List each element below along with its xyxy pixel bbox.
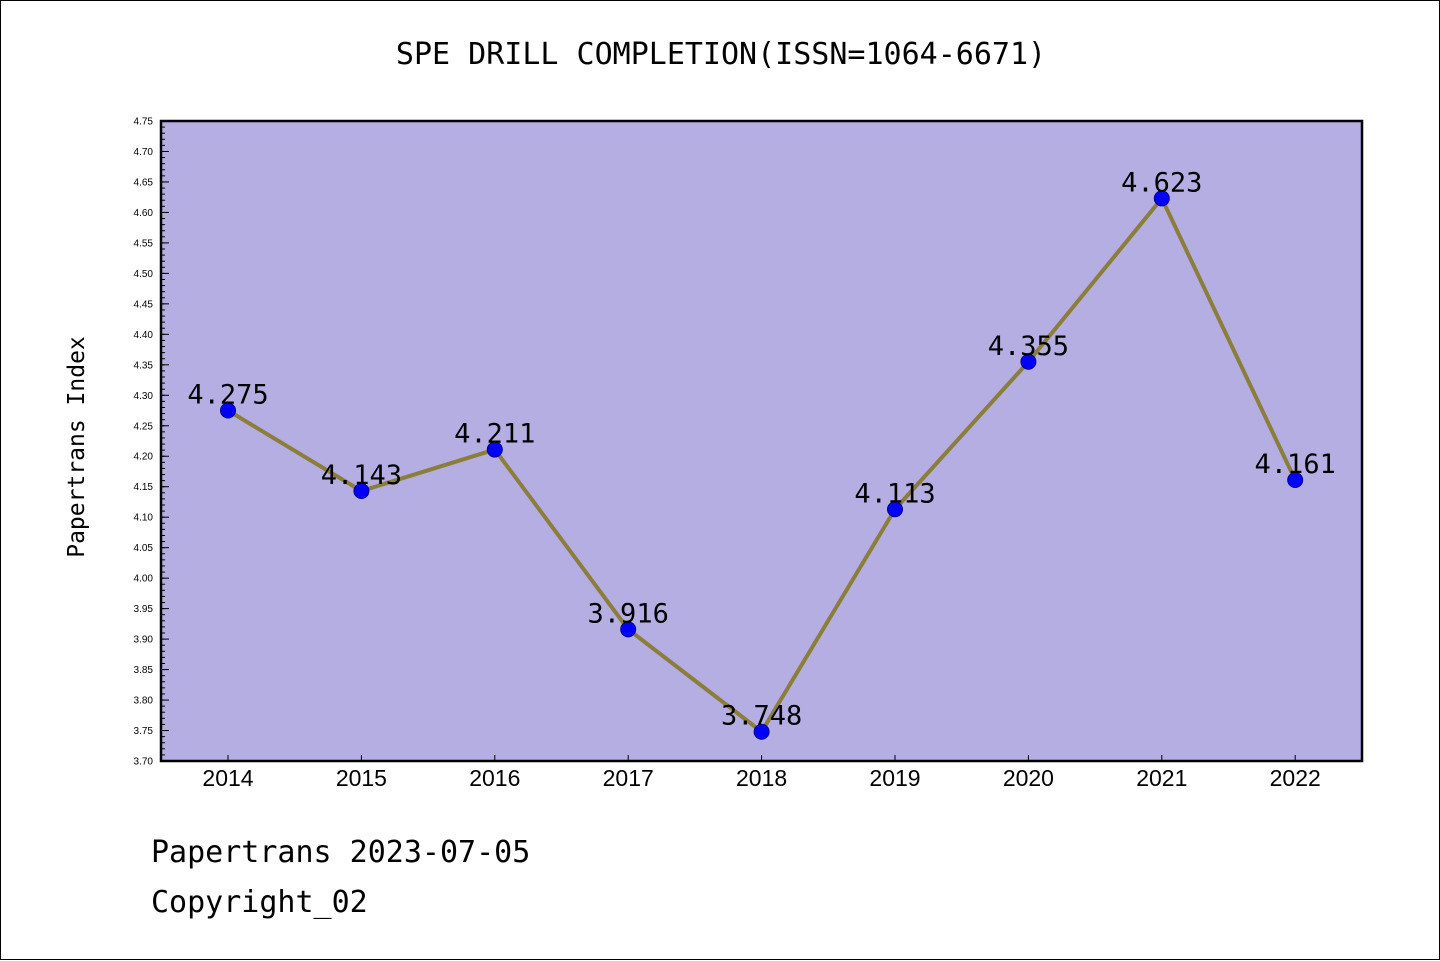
y-tick-label: 4.50 [134, 269, 154, 280]
y-tick-label: 4.65 [134, 177, 154, 188]
data-point [486, 441, 503, 458]
plot-frame [159, 119, 1364, 763]
data-point [753, 723, 770, 740]
y-tick-label: 4.35 [134, 360, 154, 371]
data-label: 4.623 [1121, 167, 1202, 198]
data-point [220, 402, 236, 419]
data-label: 4.275 [187, 380, 268, 411]
plot-area [161, 121, 1362, 761]
y-tick-label: 3.70 [134, 757, 154, 768]
x-axis: 2014 2015 2016 2017 2018 2019 2020 2021 2022 [202, 755, 1321, 791]
data-point [1020, 353, 1037, 370]
y-tick-label: 4.45 [134, 299, 154, 310]
y-tick-label: 3.95 [134, 604, 154, 615]
x-tick-label: 2014 [202, 765, 253, 791]
y-tick-label: 4.20 [134, 452, 154, 463]
data-label: 4.355 [988, 331, 1069, 362]
data-label: 3.748 [721, 701, 802, 732]
y-tick-label: 3.80 [134, 696, 154, 707]
data-label: 4.161 [1255, 449, 1336, 480]
y-tick-label: 3.90 [134, 635, 154, 646]
y-tick-label: 4.10 [134, 513, 154, 524]
y-tick-label: 4.05 [134, 543, 154, 554]
y-tick-label: 4.30 [134, 391, 154, 402]
footer-copyright: Copyright_02 [151, 885, 368, 920]
y-tick-label: 4.00 [134, 574, 154, 585]
data-point [1153, 190, 1170, 207]
y-tick-label: 4.75 [134, 117, 154, 128]
x-tick-label: 2021 [1136, 765, 1187, 791]
data-point [353, 482, 370, 499]
data-label: 3.916 [588, 598, 669, 629]
y-tick-label: 3.75 [134, 726, 154, 737]
data-label: 4.211 [454, 419, 535, 450]
y-tick-label: 4.55 [134, 238, 154, 249]
data-point [620, 621, 637, 638]
y-tick-label: 4.60 [134, 208, 154, 219]
y-tick-label: 4.25 [134, 421, 154, 432]
data-label: 4.113 [854, 478, 935, 509]
chart-title: SPE DRILL COMPLETION(ISSN=1064-6671) [395, 37, 1047, 72]
data-point [1287, 472, 1304, 489]
data-label: 4.143 [321, 460, 402, 491]
data-point [887, 501, 903, 518]
y-tick-label: 4.15 [134, 482, 154, 493]
x-tick-label: 2020 [1003, 765, 1054, 791]
y-tick-label: 4.70 [134, 147, 154, 158]
x-tick-label: 2018 [736, 765, 787, 791]
x-tick-label: 2017 [603, 765, 654, 791]
x-tick-label: 2016 [469, 765, 520, 791]
series-layer: 4.275 4.143 4.211 3.916 3.748 4.113 4.355 4.623… [187, 167, 1336, 740]
y-tick-label: 3.85 [134, 665, 154, 676]
y-tick-label: 4.40 [134, 330, 154, 341]
x-tick-label: 2019 [869, 765, 920, 791]
x-tick-label: 2022 [1270, 765, 1321, 791]
x-tick-label: 2015 [336, 765, 387, 791]
footer-date: Papertrans 2023-07-05 [151, 835, 531, 870]
